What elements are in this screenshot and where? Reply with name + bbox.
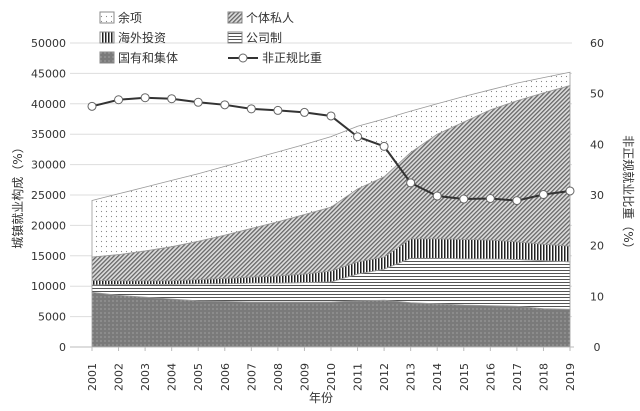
legend-marker	[238, 53, 248, 63]
legend-swatch	[99, 11, 115, 24]
y-tick-label: 50000	[31, 37, 66, 50]
y-tick-label: 35000	[31, 128, 66, 141]
y-tick-label: 45000	[31, 67, 66, 80]
y2-tick-label: 10	[590, 290, 604, 303]
x-tick-label: 2008	[272, 363, 285, 391]
legend-swatch	[227, 31, 243, 44]
x-axis-label: 年份	[309, 391, 333, 405]
legend-label: 个体私人	[246, 11, 294, 25]
line-point	[353, 132, 363, 142]
line-point	[432, 191, 442, 201]
line-point	[299, 107, 309, 117]
y2-axis-label: 非正规就业比重（%）	[621, 135, 636, 254]
y2-tick-label: 0	[594, 341, 601, 354]
y-tick-label: 25000	[31, 189, 66, 202]
x-tick-label: 2001	[86, 363, 99, 391]
x-tick-label: 2004	[166, 363, 179, 391]
line-point	[538, 189, 548, 199]
legend-label: 余项	[118, 10, 142, 25]
line-point	[87, 101, 97, 111]
y-tick-label: 40000	[31, 98, 66, 111]
legend-swatch	[227, 11, 243, 24]
y2-tick-label: 50	[590, 88, 604, 101]
x-tick-label: 2015	[458, 363, 471, 391]
x-tick-label: 2006	[219, 363, 232, 391]
y2-tick-label: 20	[590, 240, 604, 253]
x-tick-label: 2014	[431, 363, 444, 391]
line-point	[167, 94, 177, 104]
line-point	[273, 105, 283, 115]
x-tick-label: 2018	[537, 363, 550, 391]
line-point	[459, 194, 469, 204]
area-余项	[91, 71, 571, 258]
x-tick-label: 2005	[192, 363, 205, 391]
y2-tick-label: 60	[590, 37, 604, 50]
y-tick-label: 20000	[31, 219, 66, 232]
line-point	[485, 194, 495, 204]
x-tick-label: 2010	[325, 363, 338, 391]
legend-label: 公司制	[246, 31, 282, 45]
y-tick-label: 5000	[38, 311, 66, 324]
y-tick-label: 15000	[31, 250, 66, 263]
x-tick-label: 2011	[352, 363, 365, 391]
x-tick-label: 2019	[564, 363, 577, 391]
line-point	[406, 178, 416, 188]
x-tick-label: 2007	[245, 363, 258, 391]
x-tick-label: 2003	[139, 363, 152, 391]
line-point	[114, 95, 124, 105]
y-tick-label: 0	[59, 341, 66, 354]
line-point	[246, 104, 256, 114]
x-tick-label: 2002	[113, 363, 126, 391]
legend-label: 海外投资	[118, 30, 166, 45]
x-tick-label: 2012	[378, 363, 391, 391]
line-point	[379, 141, 389, 151]
y2-tick-label: 40	[590, 138, 604, 151]
line-point	[565, 186, 575, 196]
legend-swatch	[99, 31, 115, 44]
x-tick-label: 2017	[511, 363, 524, 391]
x-tick-label: 2013	[405, 363, 418, 391]
legend-label: 非正规比重	[262, 50, 322, 65]
legend-label: 国有和集体	[118, 50, 178, 65]
x-tick-label: 2016	[484, 363, 497, 391]
y-tick-label: 30000	[31, 159, 66, 172]
legend-swatch	[99, 51, 115, 64]
y2-tick-label: 30	[590, 189, 604, 202]
line-point	[193, 97, 203, 107]
line-point	[140, 93, 150, 103]
x-tick-label: 2009	[298, 363, 311, 391]
y-axis-label: 城镇就业构成（%）	[10, 141, 25, 248]
line-point	[220, 100, 230, 110]
line-point	[326, 111, 336, 121]
line-point	[512, 196, 522, 206]
y-tick-label: 10000	[31, 280, 66, 293]
